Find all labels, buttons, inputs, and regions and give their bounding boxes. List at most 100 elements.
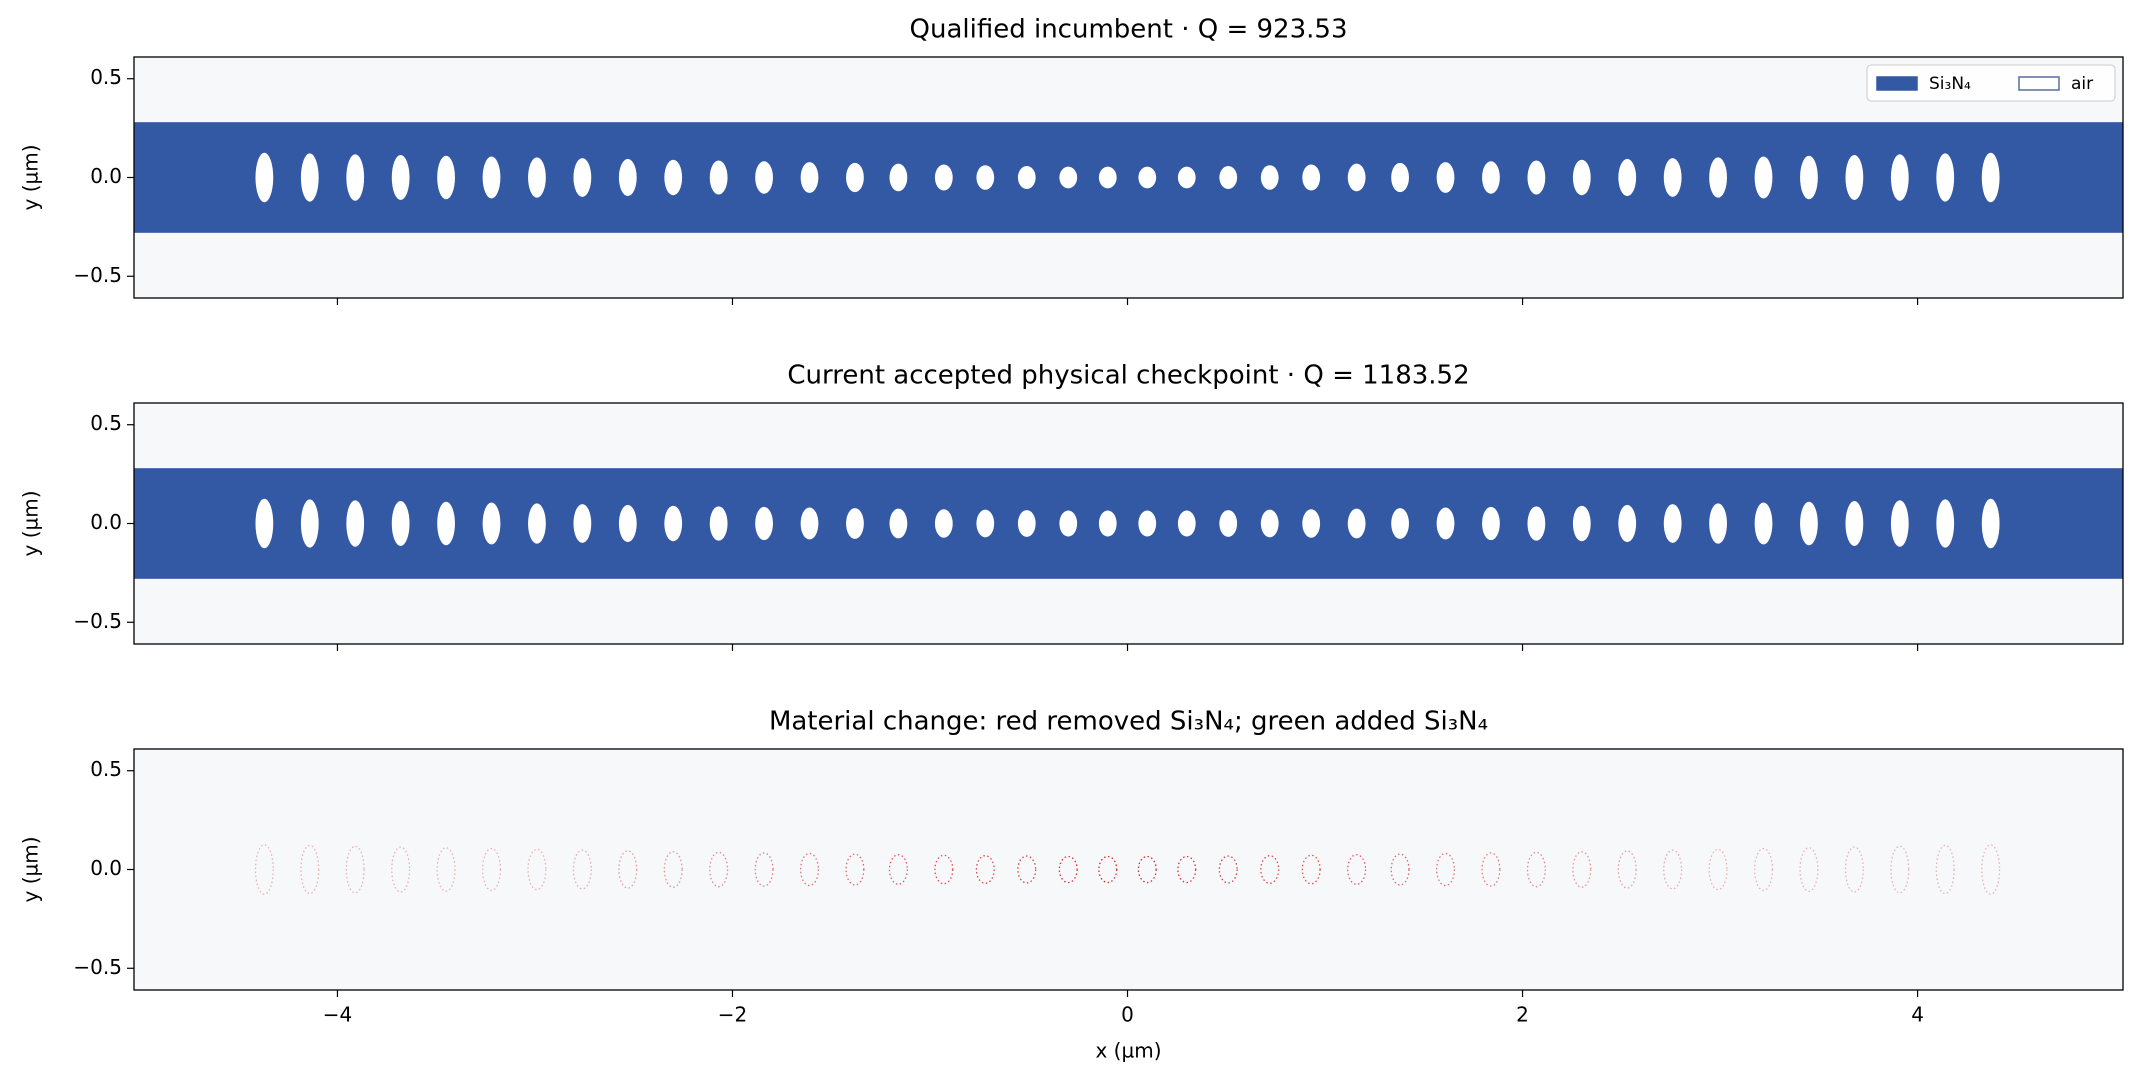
hole	[1799, 847, 1819, 892]
hole	[799, 852, 820, 887]
hole	[664, 505, 683, 542]
x-tick-label: −2	[718, 1003, 747, 1027]
legend-swatch	[2018, 76, 2060, 91]
hole	[1435, 852, 1456, 887]
hole	[846, 508, 864, 539]
hole	[1177, 166, 1196, 189]
y-tick-label: 0.5	[90, 757, 122, 781]
hole	[1138, 510, 1157, 537]
hole	[1981, 844, 2001, 895]
hole	[255, 152, 274, 203]
hole	[1219, 166, 1238, 189]
hole	[1935, 844, 1955, 895]
hole	[391, 500, 410, 547]
hole	[528, 503, 546, 544]
y-tick-label: 0.5	[90, 65, 122, 89]
hole	[1482, 506, 1500, 541]
y-tick-label: 0.5	[90, 411, 122, 435]
hole	[1391, 162, 1409, 193]
hole	[1098, 855, 1118, 884]
hole	[1138, 166, 1157, 189]
hole	[845, 853, 865, 886]
hole	[1436, 507, 1455, 540]
legend-label: Si₃N₄	[1929, 74, 1971, 94]
hole	[1936, 499, 1955, 548]
x-tick-label: −4	[323, 1003, 352, 1027]
panel-title: Material change: red removed Si₃N₄; gree…	[769, 707, 1488, 737]
hole	[345, 845, 365, 894]
hole	[1800, 501, 1818, 546]
y-tick-label: 0.0	[90, 510, 122, 534]
y-axis-label: y (µm)	[19, 490, 43, 556]
hole	[1218, 855, 1238, 884]
hole	[1260, 509, 1279, 538]
hole	[1890, 845, 1910, 894]
hole	[1618, 158, 1637, 197]
hole	[1663, 504, 1682, 543]
hole	[346, 500, 365, 547]
hole	[482, 502, 501, 545]
legend-box	[1866, 64, 2116, 102]
x-tick-label: 4	[1911, 1003, 1924, 1027]
waveguide	[134, 122, 2123, 233]
hole	[391, 154, 410, 201]
hole	[528, 157, 546, 198]
hole	[618, 850, 638, 889]
hole	[1844, 846, 1864, 893]
hole	[1572, 505, 1591, 542]
hole	[754, 852, 774, 887]
hole	[1482, 161, 1500, 194]
hole	[1526, 851, 1546, 888]
hole	[1017, 510, 1036, 537]
hole	[976, 509, 995, 538]
hole	[975, 855, 995, 884]
hole	[846, 162, 864, 193]
hole	[1017, 166, 1036, 189]
waveguide	[134, 468, 2123, 579]
hole	[889, 163, 908, 192]
plot-content	[134, 468, 2123, 579]
hole	[1058, 855, 1078, 884]
hole	[255, 498, 274, 549]
hole	[618, 158, 637, 197]
hole	[709, 506, 728, 541]
hole	[1663, 158, 1682, 197]
hole	[1618, 504, 1637, 543]
hole	[1302, 509, 1321, 538]
y-tick-label: −0.5	[73, 955, 122, 979]
hole	[709, 851, 729, 888]
hole	[934, 509, 953, 538]
y-axis-label: y (µm)	[19, 836, 43, 902]
hole	[934, 854, 954, 885]
hole	[1137, 855, 1157, 884]
hole	[1098, 510, 1117, 537]
y-tick-label: −0.5	[73, 609, 122, 633]
hole	[1098, 166, 1117, 189]
hole	[976, 165, 995, 190]
hole	[1301, 854, 1321, 885]
hole	[436, 847, 456, 892]
hole	[800, 507, 819, 540]
hole	[888, 854, 908, 885]
hole	[800, 162, 819, 193]
panel-title: Qualified incumbent · Q = 923.53	[910, 15, 1348, 45]
hole	[1709, 503, 1727, 544]
hole	[1754, 502, 1773, 545]
hole	[1708, 848, 1728, 891]
y-axis-label: y (µm)	[19, 144, 43, 210]
hole	[1890, 500, 1909, 547]
hole	[889, 508, 908, 539]
hole	[1981, 498, 2000, 549]
hole	[664, 159, 683, 196]
hole	[1617, 850, 1637, 889]
hole	[709, 160, 728, 195]
hole	[1017, 855, 1037, 884]
y-tick-label: 0.0	[90, 856, 122, 880]
hole	[1436, 162, 1455, 193]
hole	[527, 848, 547, 891]
x-axis-label: x (µm)	[1095, 1039, 1161, 1063]
hole	[572, 849, 592, 890]
x-tick-label: 2	[1516, 1003, 1529, 1027]
hole	[934, 164, 953, 191]
